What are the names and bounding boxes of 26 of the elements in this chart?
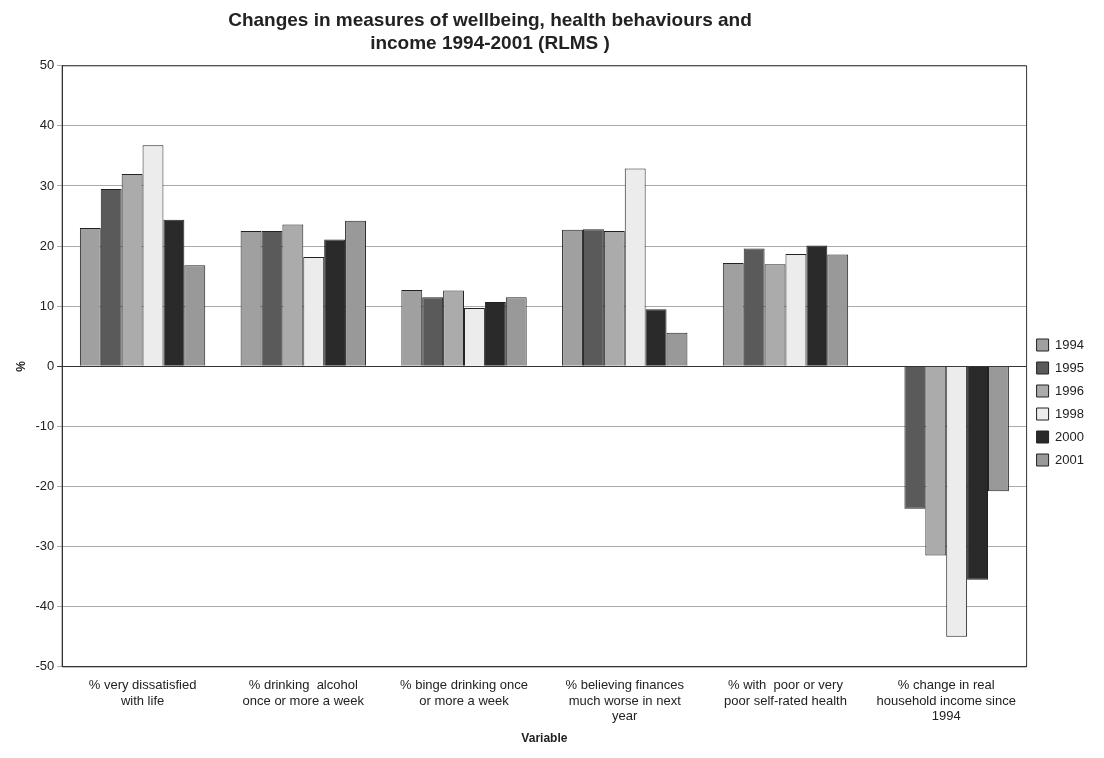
y-tick-label: -50 [35, 658, 55, 674]
legend-label: 1994 [1055, 336, 1084, 352]
y-tick-label: 0 [46, 357, 55, 373]
y-tick-label: 30 [39, 177, 55, 193]
legend-label: 2000 [1055, 428, 1084, 444]
y-tick-label: -40 [35, 598, 55, 614]
y-tick-label: 20 [39, 237, 55, 253]
x-tick-label: % drinking alcohol once or more a week [242, 677, 365, 708]
legend-label: 1995 [1055, 359, 1084, 375]
y-tick-label: 50 [39, 57, 55, 73]
legend-label: 1996 [1055, 382, 1084, 398]
legend-label: 2001 [1055, 451, 1084, 467]
x-axis-title: Variable [521, 731, 568, 746]
x-tick-label: % very dissatisfied with life [88, 677, 197, 708]
legend-label: 1998 [1055, 405, 1084, 421]
x-tick-label: % with poor or very poor self-rated health [724, 677, 847, 708]
chart-title: Changes in measures of wellbeing, health behaviours and income 1994-2001 (RLMS ) [227, 8, 753, 54]
y-tick-label: 40 [39, 117, 55, 133]
y-tick-label: -30 [35, 538, 55, 554]
x-tick-label: % believing finances much worse in next year [565, 677, 685, 724]
x-tick-label: % change in real household income since 1994 [876, 677, 1016, 724]
y-tick-label: -10 [35, 417, 55, 433]
y-tick-label: 10 [39, 297, 55, 313]
x-tick-label: % binge drinking once or more a week [400, 677, 528, 708]
y-axis-title: % [13, 360, 28, 372]
y-tick-label: -20 [35, 478, 55, 494]
